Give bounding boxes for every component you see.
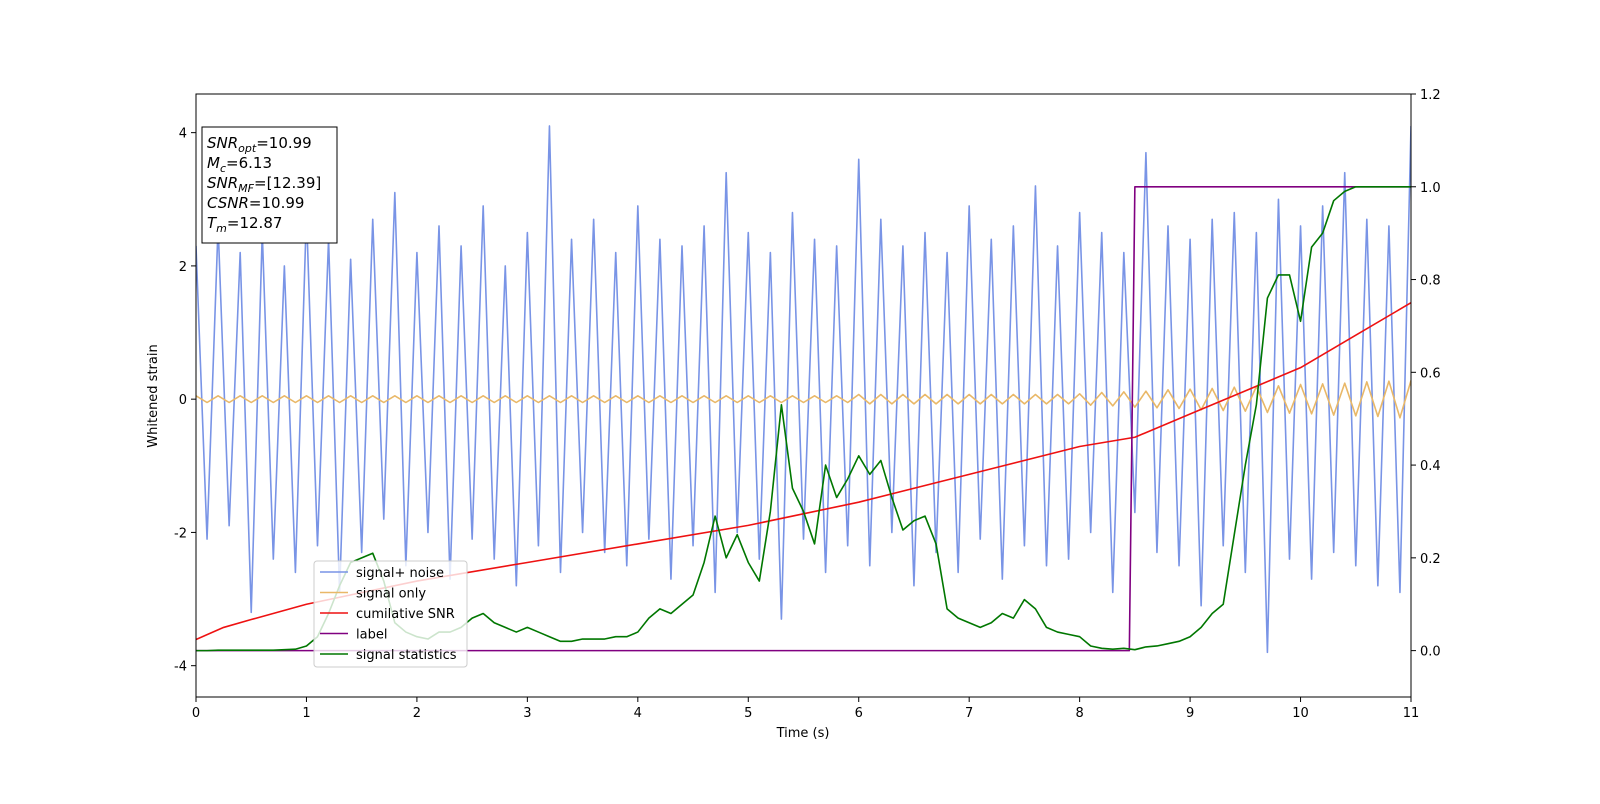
plot-frame — [195, 93, 1412, 698]
series-line — [196, 185, 1411, 652]
annotation-value: =6.13 — [226, 154, 272, 172]
annotation-sub: m — [216, 222, 227, 235]
y2-tick-label: 0.6 — [1420, 366, 1441, 381]
y2-tick-label: 1.2 — [1420, 88, 1441, 103]
x-tick-label: 1 — [302, 706, 310, 721]
legend-label: signal only — [356, 587, 426, 602]
annotation-sub: MF — [238, 182, 254, 195]
annotation-sub: opt — [238, 142, 257, 155]
annotation-var: SNR — [207, 174, 238, 192]
annotation-var: T — [207, 214, 218, 232]
series-line — [196, 380, 1411, 419]
annotation-box — [201, 126, 338, 244]
annotation: SNRMF=[12.39] — [207, 174, 321, 195]
legend-box — [313, 560, 468, 668]
y2-tick-label: 0.2 — [1420, 552, 1441, 567]
x-tick-label: 3 — [523, 706, 531, 721]
y2-tick-label: 1.0 — [1420, 181, 1441, 196]
annotation: Tm=12.87 — [207, 214, 282, 235]
legend-label: cumilative SNR — [356, 607, 455, 622]
y-tick-label: 4 — [179, 127, 187, 142]
x-tick-label: 11 — [1403, 706, 1420, 721]
annotation-sub: c — [220, 162, 226, 175]
annotation-value: =10.99 — [249, 194, 305, 212]
y2-tick-label: 0.8 — [1420, 274, 1441, 289]
y-tick-label: 0 — [179, 393, 187, 408]
y-tick-label: 2 — [179, 260, 187, 275]
x-tick-label: 6 — [855, 706, 863, 721]
annotation: CSNR=10.99 — [207, 194, 304, 212]
annotation-var: M — [207, 154, 220, 172]
legend-label: signal+ noise — [356, 566, 444, 581]
y-tick-label: -4 — [174, 660, 187, 675]
x-tick-label: 7 — [965, 706, 973, 721]
x-tick-label: 0 — [192, 706, 200, 721]
y2-tick-label: 0.4 — [1420, 459, 1441, 474]
y-tick-label: -2 — [174, 526, 187, 541]
legend-label: label — [356, 628, 387, 643]
y2-tick-label: 0.0 — [1420, 645, 1441, 660]
annotation: SNRopt=10.99 — [207, 134, 312, 155]
annotation-value: =[12.39] — [254, 174, 321, 192]
annotation: Mc=6.13 — [207, 154, 272, 175]
x-tick-label: 5 — [744, 706, 752, 721]
annotation-var: CSNR — [207, 194, 249, 212]
series-line — [196, 302, 1411, 641]
annotation-var: SNR — [207, 134, 238, 152]
legend-label: signal statistics — [356, 648, 457, 663]
x-tick-label: 10 — [1292, 706, 1309, 721]
annotation-value: =12.87 — [227, 214, 283, 232]
series-line — [196, 125, 1411, 654]
x-tick-label: 4 — [634, 706, 642, 721]
annotation-value: =10.99 — [256, 134, 312, 152]
y-axis-label: Whitened strain — [146, 344, 161, 447]
x-tick-label: 8 — [1075, 706, 1083, 721]
x-axis-label: Time (s) — [776, 726, 830, 741]
x-tick-label: 9 — [1186, 706, 1194, 721]
x-tick-label: 2 — [413, 706, 421, 721]
